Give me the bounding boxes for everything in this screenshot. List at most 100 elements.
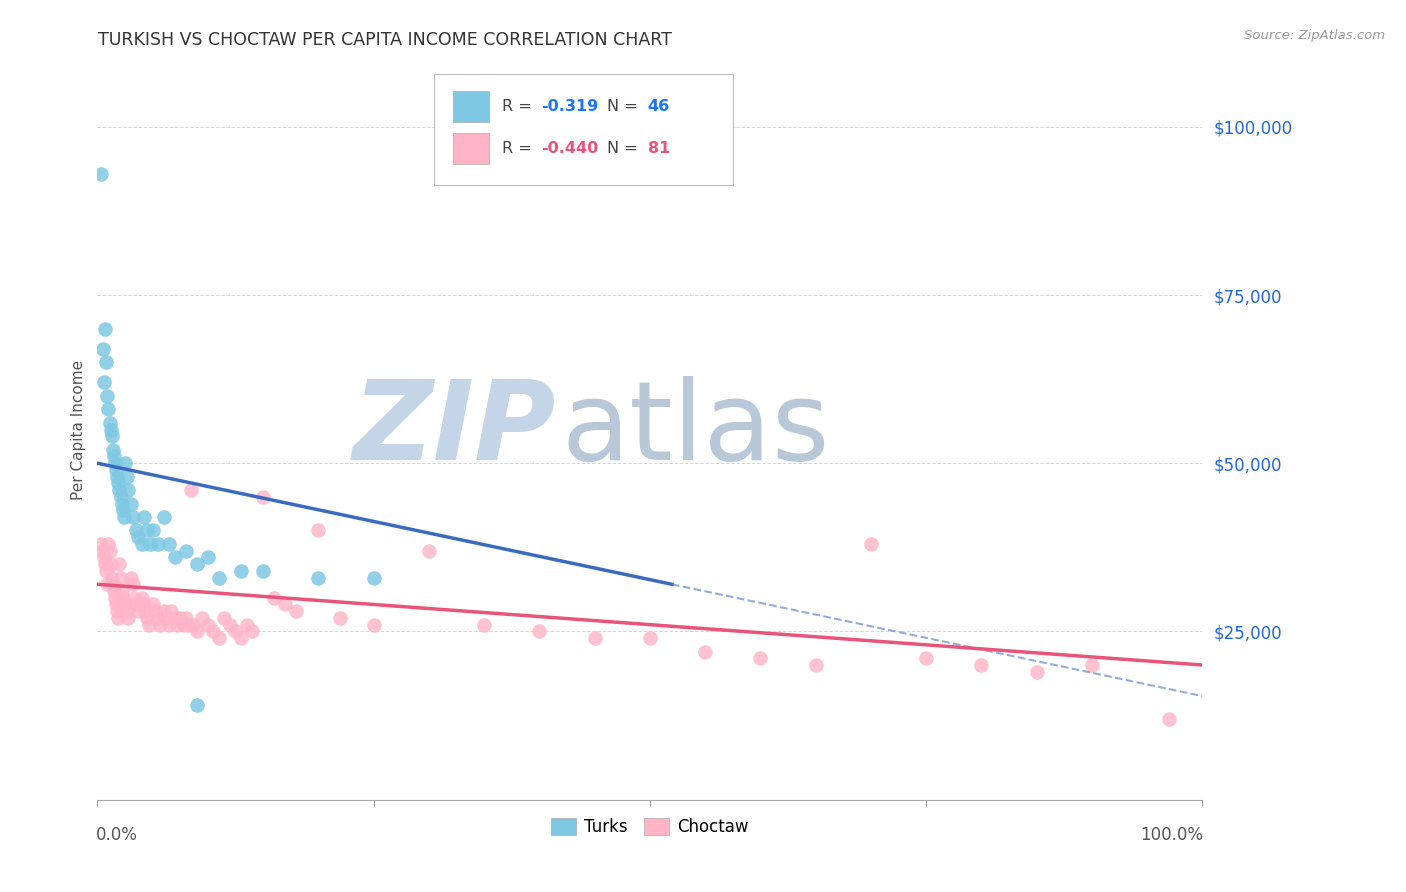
Point bbox=[115, 604, 138, 618]
Point bbox=[329, 611, 352, 625]
Point bbox=[186, 557, 208, 571]
Text: N =: N = bbox=[607, 141, 643, 156]
Point bbox=[263, 591, 285, 605]
Point bbox=[749, 651, 772, 665]
Point bbox=[219, 617, 242, 632]
FancyBboxPatch shape bbox=[453, 133, 488, 164]
Point bbox=[98, 416, 121, 430]
Point bbox=[693, 644, 716, 658]
Point bbox=[180, 483, 202, 497]
Point bbox=[152, 510, 174, 524]
Point bbox=[101, 442, 124, 457]
Point bbox=[122, 591, 145, 605]
Point bbox=[121, 510, 143, 524]
Point bbox=[105, 604, 128, 618]
Point bbox=[96, 355, 118, 369]
Point bbox=[121, 577, 143, 591]
FancyBboxPatch shape bbox=[434, 74, 733, 186]
Point bbox=[120, 497, 142, 511]
Point bbox=[157, 617, 180, 632]
Point bbox=[111, 497, 134, 511]
Text: TURKISH VS CHOCTAW PER CAPITA INCOME CORRELATION CHART: TURKISH VS CHOCTAW PER CAPITA INCOME COR… bbox=[98, 31, 672, 49]
Point bbox=[93, 376, 115, 390]
Point bbox=[197, 617, 219, 632]
Point bbox=[136, 611, 159, 625]
Point bbox=[115, 469, 138, 483]
Point bbox=[100, 557, 122, 571]
Point bbox=[108, 483, 131, 497]
Point bbox=[235, 617, 257, 632]
Point bbox=[97, 537, 120, 551]
Point bbox=[804, 658, 827, 673]
Point bbox=[127, 604, 149, 618]
Point bbox=[163, 550, 186, 565]
Point bbox=[107, 611, 129, 625]
Point bbox=[134, 604, 156, 618]
Point bbox=[583, 631, 606, 645]
Point bbox=[105, 598, 128, 612]
Point bbox=[183, 617, 205, 632]
Point bbox=[101, 577, 124, 591]
Point bbox=[638, 631, 661, 645]
Text: Source: ZipAtlas.com: Source: ZipAtlas.com bbox=[1244, 29, 1385, 42]
Point bbox=[112, 510, 135, 524]
Point bbox=[186, 698, 208, 713]
Point bbox=[127, 530, 149, 544]
Point bbox=[240, 624, 263, 639]
Point bbox=[100, 429, 122, 443]
Point bbox=[285, 604, 308, 618]
Point bbox=[131, 537, 153, 551]
Point bbox=[177, 617, 200, 632]
Point bbox=[100, 570, 122, 584]
Point bbox=[111, 584, 134, 599]
Point bbox=[229, 564, 252, 578]
Point bbox=[136, 524, 159, 538]
Point bbox=[146, 537, 169, 551]
Point bbox=[132, 510, 155, 524]
Point bbox=[472, 617, 495, 632]
Point bbox=[418, 543, 440, 558]
Point bbox=[252, 490, 274, 504]
Legend: Turks, Choctaw: Turks, Choctaw bbox=[544, 812, 756, 843]
Point bbox=[111, 503, 134, 517]
Point bbox=[186, 624, 208, 639]
Point bbox=[91, 543, 114, 558]
Point bbox=[146, 611, 169, 625]
Point bbox=[105, 469, 128, 483]
Point bbox=[138, 617, 160, 632]
Point bbox=[307, 524, 329, 538]
Point bbox=[110, 490, 132, 504]
Point bbox=[110, 570, 132, 584]
Text: 46: 46 bbox=[648, 99, 669, 113]
Point bbox=[90, 537, 112, 551]
Point bbox=[93, 550, 115, 565]
Point bbox=[163, 611, 186, 625]
Point bbox=[363, 570, 385, 584]
Point bbox=[103, 584, 125, 599]
Point bbox=[90, 167, 112, 181]
Text: -0.319: -0.319 bbox=[541, 99, 599, 113]
Point bbox=[160, 604, 183, 618]
Text: R =: R = bbox=[502, 99, 537, 113]
Point bbox=[529, 624, 551, 639]
Point bbox=[104, 456, 127, 470]
Point bbox=[174, 611, 197, 625]
Point bbox=[114, 598, 136, 612]
Point bbox=[94, 557, 117, 571]
Point bbox=[131, 591, 153, 605]
Point bbox=[173, 617, 195, 632]
Point bbox=[191, 611, 214, 625]
Text: 100.0%: 100.0% bbox=[1140, 826, 1204, 844]
Point bbox=[98, 543, 121, 558]
Point bbox=[970, 658, 993, 673]
Point bbox=[214, 611, 236, 625]
Point bbox=[120, 570, 142, 584]
Point bbox=[125, 524, 148, 538]
Y-axis label: Per Capita Income: Per Capita Income bbox=[72, 359, 86, 500]
Point bbox=[915, 651, 938, 665]
Point bbox=[91, 342, 114, 356]
Point bbox=[142, 598, 165, 612]
Point bbox=[208, 570, 231, 584]
Text: ZIP: ZIP bbox=[353, 376, 555, 483]
Point bbox=[96, 564, 118, 578]
